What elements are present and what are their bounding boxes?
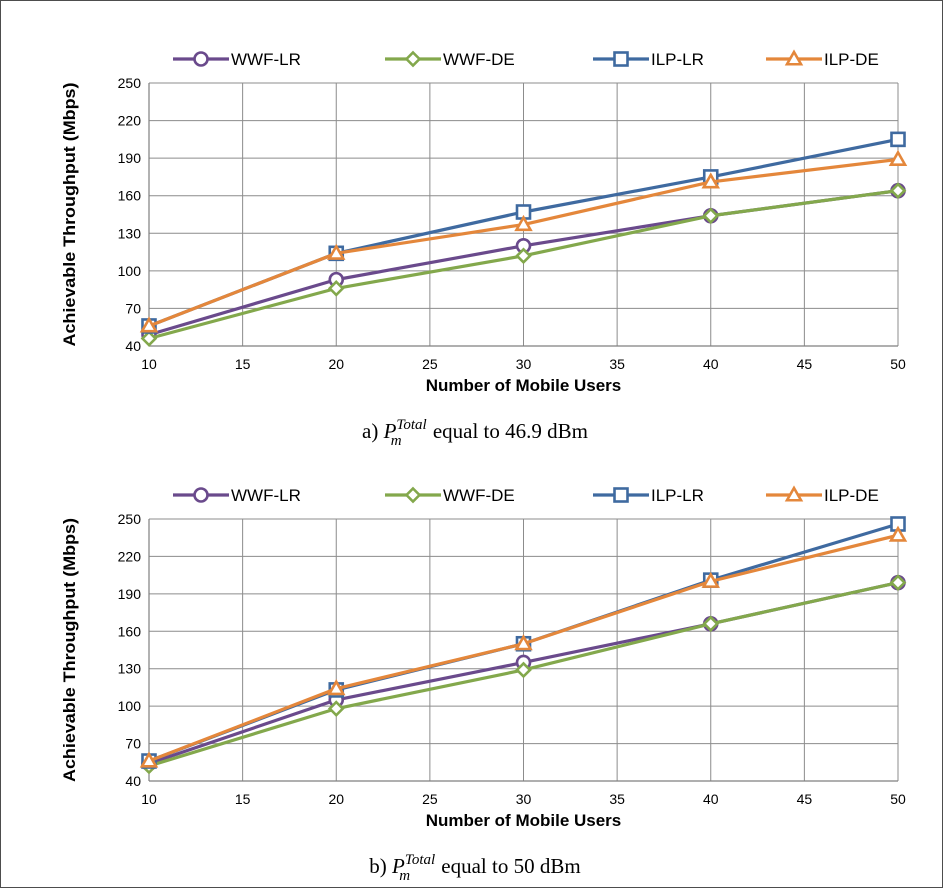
legend: WWF-LR WWF-DE ILP-LR ILP-DE — [173, 50, 879, 69]
x-tick-label: 45 — [797, 791, 813, 807]
legend-marker — [615, 489, 628, 502]
x-tick-label: 50 — [890, 356, 906, 372]
legend-item: ILP-DE — [766, 50, 879, 69]
x-tick-label: 10 — [141, 356, 157, 372]
legend-label: ILP-DE — [824, 50, 879, 69]
chart-1: 40 70 100 130 160 190 220 250 10 15 20 25 30 35 40 45 50… — [60, 50, 906, 449]
y-tick-label: 160 — [118, 623, 142, 639]
y-tick-label: 40 — [125, 338, 141, 354]
y-tick-label: 70 — [125, 736, 141, 752]
y-tick-label: 250 — [118, 511, 142, 527]
data-point — [891, 152, 905, 164]
figure-caption: a) PTotal m equal to 46.9 dBm — [362, 417, 588, 449]
legend: WWF-LR WWF-DE ILP-LR ILP-DE — [173, 486, 879, 505]
y-axis-title: Achievable Throughput (Mbps) — [60, 518, 79, 782]
x-tick-label: 30 — [516, 356, 532, 372]
legend-item: WWF-LR — [173, 486, 301, 505]
x-axis-title: Number of Mobile Users — [426, 811, 622, 830]
legend-label: WWF-LR — [231, 486, 301, 505]
y-tick-label: 70 — [125, 300, 141, 316]
legend-label: ILP-DE — [824, 486, 879, 505]
legend-label: WWF-DE — [443, 486, 515, 505]
legend-marker — [787, 52, 801, 64]
x-tick-label: 50 — [890, 791, 906, 807]
legend-item: WWF-LR — [173, 50, 301, 69]
legend-marker — [787, 488, 801, 500]
x-tick-label: 35 — [609, 356, 625, 372]
y-tick-label: 190 — [118, 586, 142, 602]
y-tick-label: 250 — [118, 75, 142, 91]
y-tick-label: 100 — [118, 263, 142, 279]
x-tick-label: 40 — [703, 356, 719, 372]
y-tick-label: 190 — [118, 150, 142, 166]
figure-caption: b) PTotal m equal to 50 dBm — [369, 852, 580, 884]
chart-2: 40 70 100 130 160 190 220 250 10 15 20 25 30 35 40 45 50… — [60, 486, 906, 884]
legend-label: ILP-LR — [651, 50, 704, 69]
y-tick-label: 160 — [118, 188, 142, 204]
x-tick-label: 15 — [235, 356, 251, 372]
legend-marker — [195, 489, 208, 502]
y-tick-label: 220 — [118, 113, 142, 129]
x-tick-label: 25 — [422, 791, 438, 807]
legend-label: ILP-LR — [651, 486, 704, 505]
legend-item: ILP-LR — [593, 486, 704, 505]
x-tick-label: 20 — [328, 356, 344, 372]
legend-item: ILP-DE — [766, 486, 879, 505]
y-tick-label: 130 — [118, 225, 142, 241]
legend-marker — [195, 53, 208, 66]
legend-marker — [615, 53, 628, 66]
y-tick-label: 40 — [125, 773, 141, 789]
x-tick-label: 10 — [141, 791, 157, 807]
x-tick-label: 25 — [422, 356, 438, 372]
y-tick-label: 220 — [118, 548, 142, 564]
legend-marker — [407, 53, 420, 66]
y-axis-title: Achievable Throughput (Mbps) — [60, 83, 79, 347]
x-tick-label: 35 — [609, 791, 625, 807]
y-tick-label: 130 — [118, 661, 142, 677]
y-tick-label: 100 — [118, 698, 142, 714]
x-tick-label: 15 — [235, 791, 251, 807]
x-tick-label: 20 — [328, 791, 344, 807]
legend-label: WWF-DE — [443, 50, 515, 69]
legend-item: WWF-DE — [385, 486, 515, 505]
legend-item: WWF-DE — [385, 50, 515, 69]
x-tick-label: 40 — [703, 791, 719, 807]
legend-label: WWF-LR — [231, 50, 301, 69]
x-tick-label: 30 — [516, 791, 532, 807]
data-point — [892, 133, 905, 146]
x-axis-title: Number of Mobile Users — [426, 376, 622, 395]
legend-item: ILP-LR — [593, 50, 704, 69]
x-tick-label: 45 — [797, 356, 813, 372]
legend-marker — [407, 489, 420, 502]
